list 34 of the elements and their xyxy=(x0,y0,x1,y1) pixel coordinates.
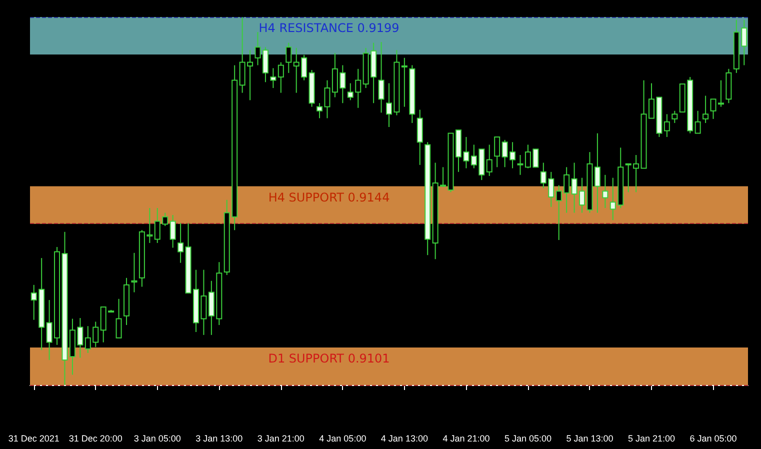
candlestick xyxy=(416,109,423,166)
candlestick xyxy=(131,252,138,293)
candlestick xyxy=(378,42,384,114)
candlestick xyxy=(116,298,122,338)
candlestick xyxy=(278,62,284,94)
candlestick xyxy=(178,222,184,264)
x-tick-label: 6 Jan 05:00 xyxy=(690,434,737,444)
candlestick xyxy=(517,154,524,176)
candlestick xyxy=(286,42,292,74)
candlestick xyxy=(594,132,600,214)
x-tick-label: 3 Jan 05:00 xyxy=(134,434,181,444)
x-tick-label: 31 Dec 2021 xyxy=(8,434,60,444)
x-tick-label: 5 Jan 21:00 xyxy=(628,434,676,444)
x-tick-label: 4 Jan 05:00 xyxy=(319,434,366,444)
candlestick xyxy=(486,144,492,176)
candlestick xyxy=(602,174,608,208)
band-label: H4 RESISTANCE 0.9199 xyxy=(258,21,400,35)
x-tick-label: 4 Jan 21:00 xyxy=(442,434,490,444)
candlestick xyxy=(694,110,701,134)
candlestick xyxy=(494,136,500,168)
candlestick xyxy=(702,95,709,124)
x-tick-label: 31 Dec 20:00 xyxy=(68,434,122,444)
candlestick xyxy=(270,68,276,89)
x-tick-label: 5 Jan 05:00 xyxy=(504,434,552,444)
band-label: H4 SUPPORT 0.9144 xyxy=(268,190,390,204)
x-tick-label: 5 Jan 13:00 xyxy=(566,434,614,444)
x-tick-label: 3 Jan 21:00 xyxy=(257,434,304,444)
candlestick xyxy=(672,110,678,124)
candlestick xyxy=(170,214,176,248)
x-tick-label: 3 Jan 13:00 xyxy=(196,434,243,444)
x-tick-label: 4 Jan 13:00 xyxy=(380,434,428,444)
candlestick xyxy=(401,57,408,108)
candlestick xyxy=(664,114,670,138)
band-label: D1 SUPPORT 0.9101 xyxy=(268,351,390,366)
